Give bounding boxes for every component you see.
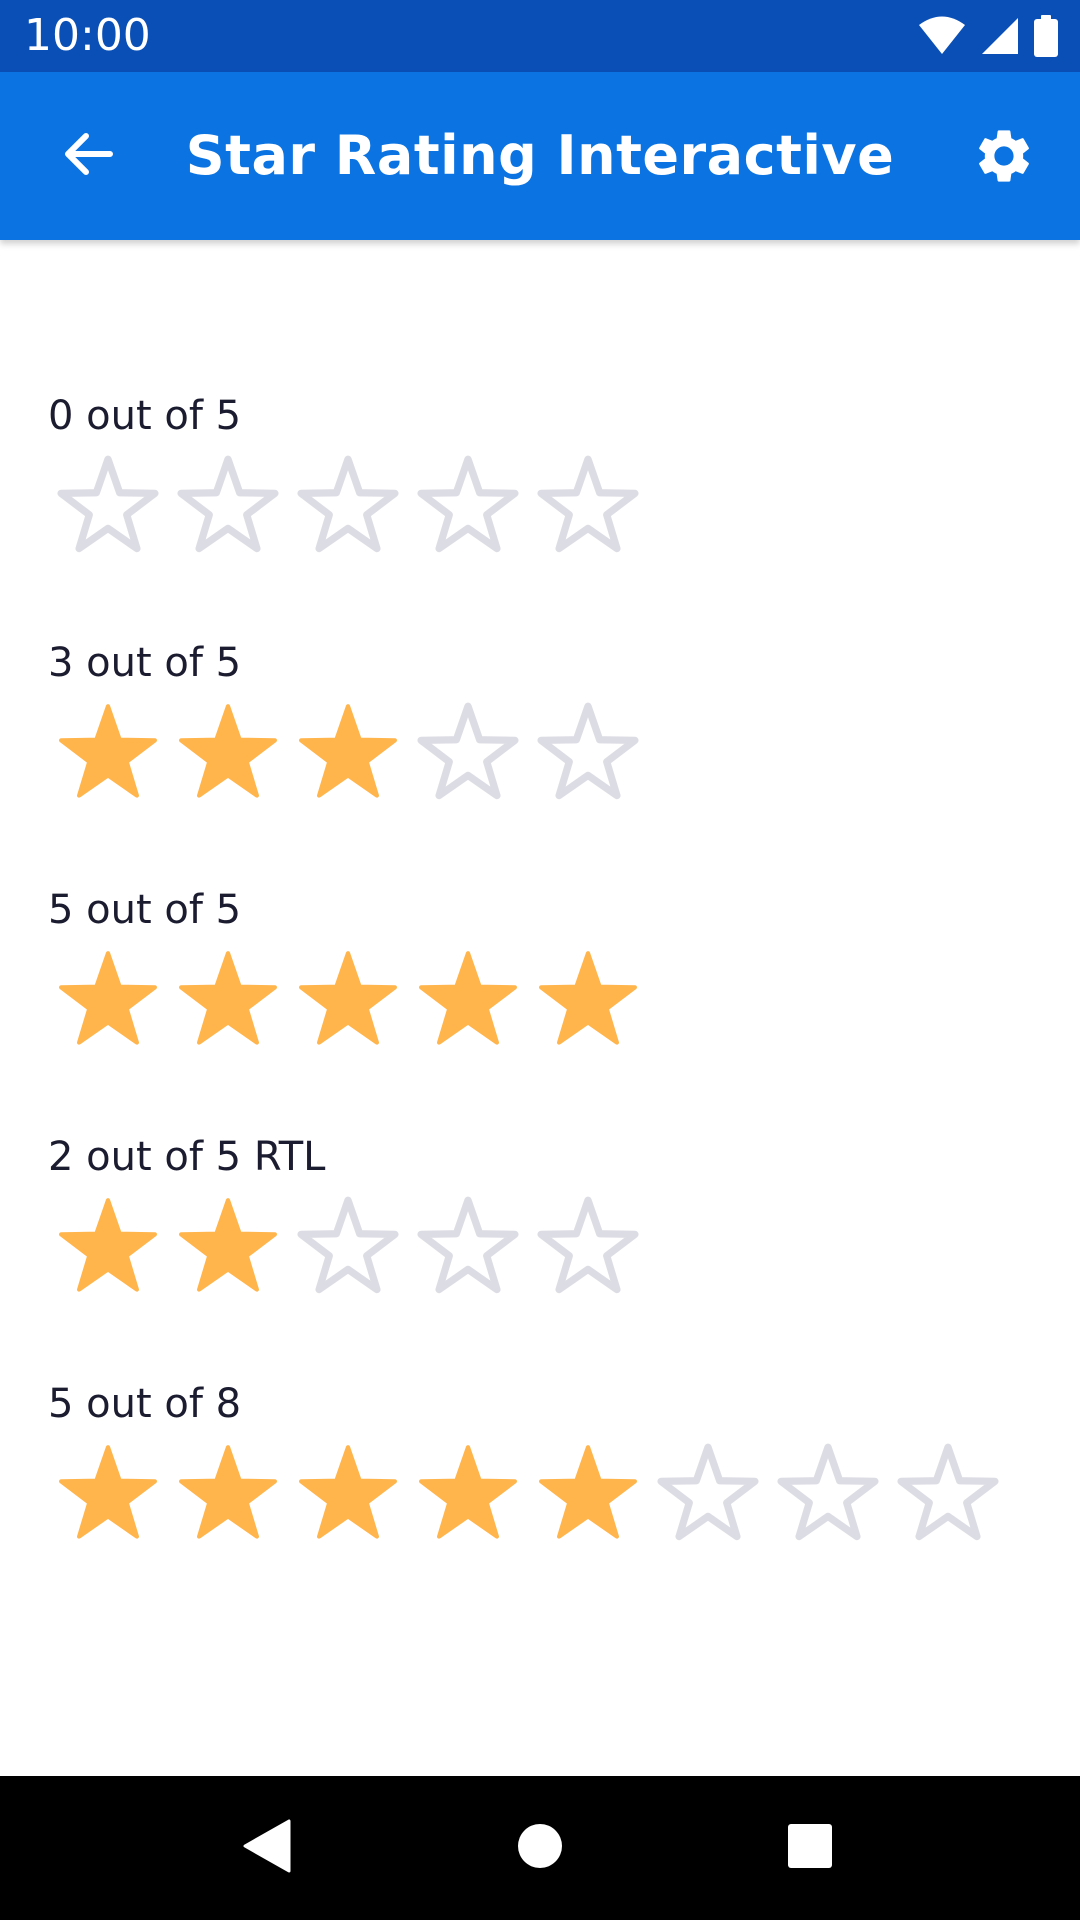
cellular-signal-icon [980, 16, 1020, 56]
star-filled-icon[interactable] [288, 1438, 408, 1548]
star-filled-icon[interactable] [528, 944, 648, 1054]
star-rating[interactable] [48, 1191, 648, 1301]
nav-back-button[interactable] [230, 1812, 302, 1884]
gear-icon [972, 124, 1036, 192]
star-empty-icon[interactable] [888, 1438, 1008, 1548]
star-filled-icon[interactable] [168, 944, 288, 1054]
star-rating[interactable] [48, 450, 648, 560]
star-empty-icon[interactable] [528, 1191, 648, 1301]
star-filled-icon[interactable] [288, 944, 408, 1054]
rating-label: 5 out of 5 [48, 887, 242, 933]
nav-home-button[interactable] [504, 1812, 576, 1884]
system-nav-bar [0, 1776, 1080, 1920]
star-filled-icon[interactable] [48, 1438, 168, 1548]
star-rating[interactable] [48, 1438, 1008, 1548]
rating-label: 5 out of 8 [48, 1381, 242, 1427]
wifi-icon [918, 16, 966, 56]
recents-square-icon [787, 1823, 833, 1873]
star-filled-icon[interactable] [288, 697, 408, 807]
star-rating[interactable] [48, 944, 648, 1054]
star-empty-icon[interactable] [648, 1438, 768, 1548]
status-time: 10:00 [24, 10, 151, 61]
star-filled-icon[interactable] [408, 944, 528, 1054]
star-empty-icon[interactable] [768, 1438, 888, 1548]
star-filled-icon[interactable] [528, 1438, 648, 1548]
star-empty-icon[interactable] [528, 450, 648, 560]
app-bar: Star Rating Interactive [0, 72, 1080, 240]
nav-recents-button[interactable] [774, 1812, 846, 1884]
star-filled-icon[interactable] [48, 697, 168, 807]
back-button[interactable] [48, 116, 128, 196]
star-empty-icon[interactable] [408, 450, 528, 560]
star-filled-icon[interactable] [48, 944, 168, 1054]
battery-icon [1034, 15, 1058, 57]
star-filled-icon[interactable] [408, 1438, 528, 1548]
rating-label: 0 out of 5 [48, 393, 242, 439]
rating-label: 3 out of 5 [48, 640, 242, 686]
star-filled-icon[interactable] [168, 697, 288, 807]
star-empty-icon[interactable] [408, 697, 528, 807]
home-circle-icon [517, 1823, 563, 1873]
star-empty-icon[interactable] [168, 450, 288, 560]
star-empty-icon[interactable] [288, 450, 408, 560]
settings-button[interactable] [964, 118, 1044, 198]
rating-label: 2 out of 5 RTL [48, 1134, 326, 1180]
star-empty-icon[interactable] [528, 697, 648, 807]
star-filled-icon[interactable] [168, 1438, 288, 1548]
back-triangle-icon [241, 1819, 291, 1877]
star-rating[interactable] [48, 697, 648, 807]
star-filled-icon[interactable] [48, 1191, 168, 1301]
status-icons [918, 14, 1058, 58]
arrow-left-icon [60, 130, 116, 182]
star-filled-icon[interactable] [168, 1191, 288, 1301]
star-empty-icon[interactable] [408, 1191, 528, 1301]
page-title: Star Rating Interactive [185, 124, 895, 187]
star-empty-icon[interactable] [288, 1191, 408, 1301]
star-empty-icon[interactable] [48, 450, 168, 560]
status-bar: 10:00 [0, 0, 1080, 72]
